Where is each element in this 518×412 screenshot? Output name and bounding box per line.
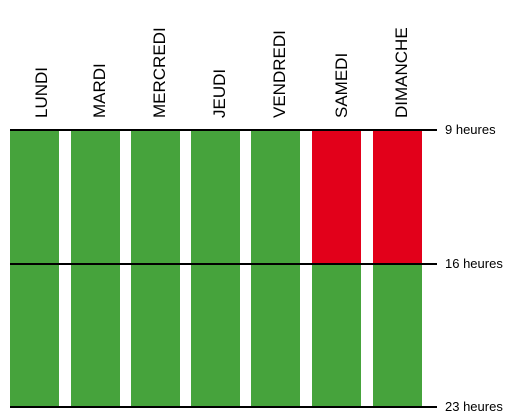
block-jeudi-open-7	[191, 264, 240, 407]
day-label-mardi: MARDI	[90, 63, 109, 118]
day-label-samedi: SAMEDI	[332, 53, 351, 118]
block-mercredi-open-5	[131, 264, 180, 407]
block-vendredi-open-8	[251, 130, 300, 264]
day-label-vendredi: VENDREDI	[270, 30, 289, 118]
block-mercredi-open-4	[131, 130, 180, 264]
day-labels: LUNDI MARDI MERCREDI JEUDI VENDREDI SAMEDI DIM…	[32, 27, 411, 118]
day-label-mercredi: MERCREDI	[150, 27, 169, 118]
block-mardi-open-3	[71, 264, 120, 407]
block-samedi-open-11	[312, 264, 361, 407]
day-label-dimanche: DIMANCHE	[392, 27, 411, 118]
block-jeudi-open-6	[191, 130, 240, 264]
block-dimanche-closed-12	[373, 130, 422, 264]
hour-lines	[10, 129, 437, 408]
block-samedi-closed-10	[312, 130, 361, 264]
time-labels: 9 heures 16 heures 23 heures	[445, 122, 503, 412]
block-dimanche-open-13	[373, 264, 422, 407]
time-label-0: 9 heures	[445, 122, 496, 137]
block-lundi-open-1	[10, 264, 59, 407]
time-label-1: 16 heures	[445, 256, 503, 271]
day-label-lundi: LUNDI	[32, 67, 51, 118]
block-mardi-open-2	[71, 130, 120, 264]
time-label-2: 23 heures	[445, 399, 503, 412]
block-lundi-open-0	[10, 130, 59, 264]
block-vendredi-open-9	[251, 264, 300, 407]
day-label-jeudi: JEUDI	[210, 69, 229, 118]
schedule-blocks	[10, 130, 422, 407]
